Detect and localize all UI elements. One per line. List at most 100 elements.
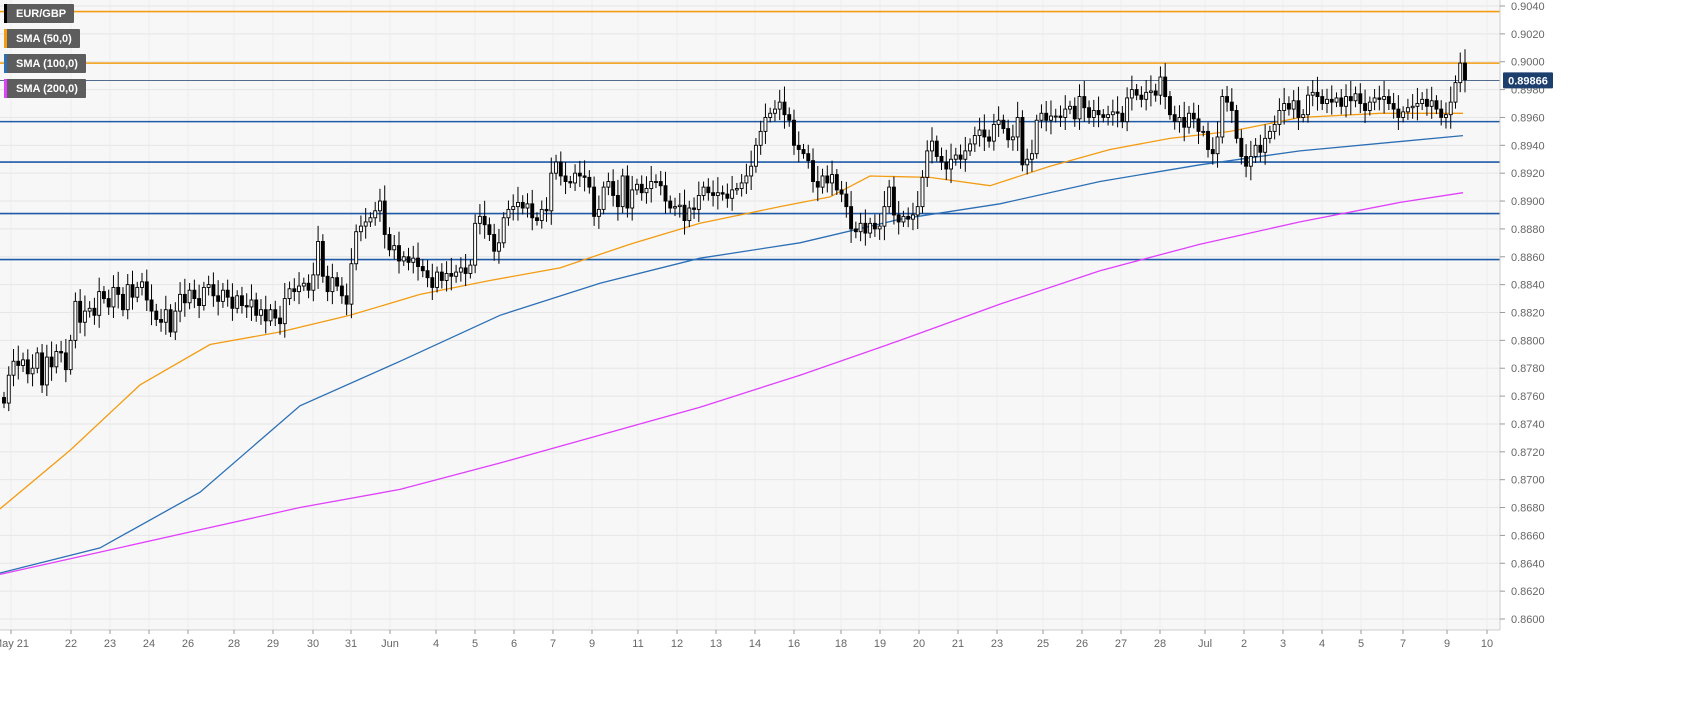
candle-body: [796, 144, 801, 150]
legend-item-sma50[interactable]: SMA (50,0): [4, 29, 80, 48]
legend-label: SMA (50,0): [16, 32, 72, 45]
candle-body: [977, 129, 982, 137]
candle-body: [1082, 96, 1087, 109]
candle-body: [49, 356, 54, 368]
candle-body: [1006, 128, 1011, 141]
candle-body: [73, 300, 78, 341]
x-tick-label: 19: [874, 638, 886, 650]
candle-body: [739, 182, 744, 189]
candle-body: [159, 319, 163, 323]
x-tick-label: 25: [1037, 638, 1049, 650]
candle-body: [349, 263, 354, 305]
candle-body: [1363, 103, 1368, 111]
candle-body: [1091, 110, 1096, 118]
candle-body: [263, 309, 268, 322]
candle-body: [1129, 89, 1134, 99]
candle-body: [687, 207, 692, 222]
y-tick-label: 0.8640: [1511, 558, 1545, 570]
candle-body: [615, 195, 620, 208]
candle-body: [1334, 97, 1339, 103]
candle-body: [496, 242, 501, 252]
y-tick-label: 0.8960: [1511, 112, 1545, 124]
candle-body: [1144, 91, 1149, 100]
candle-body: [1029, 153, 1034, 160]
y-tick-label: 0.8840: [1511, 280, 1545, 292]
candle-body: [1110, 111, 1115, 116]
candle-body: [949, 158, 953, 170]
legend: EUR/GBP SMA (50,0) SMA (100,0) SMA (200,…: [4, 4, 86, 104]
candle-body: [1215, 136, 1220, 155]
candle-body: [344, 295, 349, 305]
candle-body: [254, 299, 259, 316]
price-tag-label: 0.89866: [1508, 75, 1548, 87]
x-tick-label: 24: [143, 638, 155, 650]
candle-body: [1282, 103, 1287, 111]
candle-body: [1125, 97, 1130, 123]
candle-body: [1420, 98, 1425, 104]
candle-body: [877, 225, 882, 230]
candle-body: [1258, 144, 1263, 153]
x-tick-label: 22: [65, 638, 77, 650]
candle-body: [378, 200, 382, 212]
candle-body: [968, 143, 973, 152]
candle-body: [87, 307, 92, 312]
candle-body: [1448, 101, 1453, 116]
candle-body: [1163, 76, 1168, 98]
candle-body: [454, 271, 459, 277]
candle-body: [901, 215, 906, 223]
x-tick-label: 20: [913, 638, 925, 650]
x-tick-label: 3: [1280, 638, 1286, 650]
candle-body: [711, 192, 716, 196]
candle-body: [682, 204, 687, 222]
x-tick-label: 6: [511, 638, 517, 650]
price-tag-box: [1503, 72, 1553, 89]
candle-body: [1120, 112, 1125, 123]
candle-body: [920, 176, 925, 208]
legend-item-sma200[interactable]: SMA (200,0): [4, 79, 86, 98]
x-tick-label: 5: [1358, 638, 1364, 650]
legend-item-sma100[interactable]: SMA (100,0): [4, 54, 86, 73]
candle-body: [530, 203, 535, 219]
x-tick-label: 11: [632, 638, 643, 650]
candle-body: [896, 214, 901, 223]
candle-body: [520, 201, 525, 209]
legend-swatch: [4, 4, 7, 23]
x-tick-label: 10: [1481, 638, 1493, 650]
candle-body: [1063, 108, 1068, 118]
candle-body: [316, 240, 321, 276]
candle-body: [116, 286, 121, 295]
candle-body: [11, 360, 16, 376]
candle-body: [44, 356, 49, 386]
candle-body: [1044, 112, 1049, 121]
candle-body: [273, 309, 278, 319]
candle-body: [882, 206, 887, 227]
candle-body: [644, 188, 649, 194]
candle-body: [2, 397, 6, 404]
candle-body: [806, 153, 811, 162]
candle-body: [582, 175, 587, 178]
candle-body: [82, 310, 87, 323]
candle-body: [815, 181, 820, 188]
candle-body: [306, 282, 311, 291]
candle-body: [668, 200, 673, 209]
x-tick-label: 7: [550, 638, 556, 650]
candle-body: [768, 112, 773, 118]
y-tick-label: 0.8880: [1511, 224, 1545, 236]
candle-body: [820, 175, 825, 188]
candle-body: [416, 257, 420, 267]
candle-body: [1210, 149, 1215, 155]
candle-body: [953, 154, 958, 160]
candle-body: [192, 289, 197, 300]
y-tick-label: 0.8660: [1511, 530, 1545, 542]
candle-body: [216, 295, 221, 302]
candle-body: [458, 267, 463, 273]
x-tick-label: 26: [1076, 638, 1088, 650]
candle-body: [354, 231, 359, 265]
candle-body: [368, 217, 373, 223]
candle-body: [834, 174, 839, 191]
candle-body: [63, 352, 68, 371]
candle-body: [1291, 100, 1296, 110]
legend-item-eurgbp[interactable]: EUR/GBP: [4, 4, 75, 23]
candle-body: [930, 140, 934, 152]
candle-body: [558, 161, 563, 177]
